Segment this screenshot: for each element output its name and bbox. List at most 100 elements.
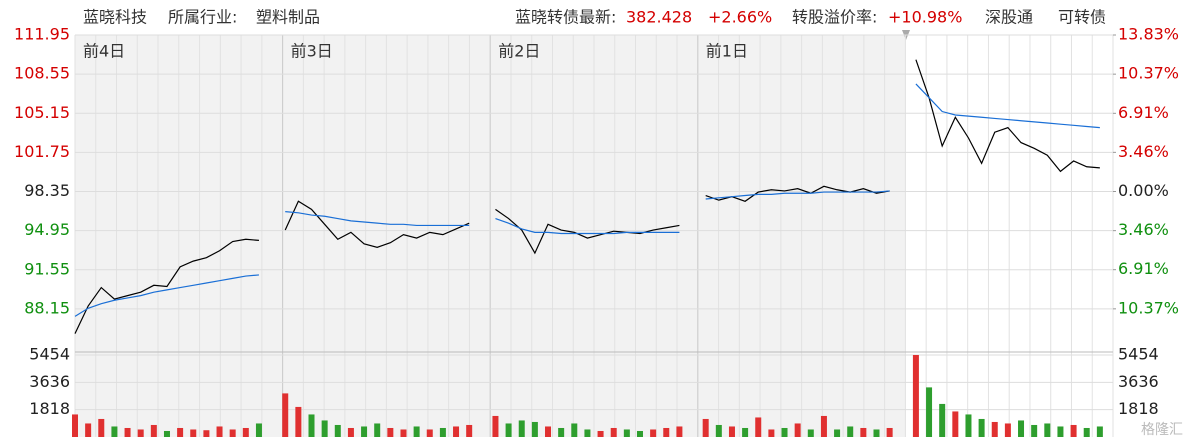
volume-bar	[807, 429, 814, 437]
volume-bar	[334, 424, 341, 437]
tag: 可转债	[1058, 8, 1106, 27]
volume-bar	[545, 426, 552, 437]
volume-bar	[466, 424, 473, 437]
section-label: 前1日	[706, 42, 748, 61]
volume-tick-label: 1818	[1118, 399, 1159, 418]
volume-bar	[676, 426, 683, 437]
section-label: 前4日	[83, 42, 125, 61]
volume-bar	[610, 427, 617, 437]
volume-bar	[926, 387, 933, 437]
volume-bar	[912, 355, 919, 437]
volume-bar	[636, 430, 643, 437]
y-tick-label: 88.15	[24, 298, 70, 317]
volume-bar	[177, 427, 184, 437]
y-tick-label: 98.35	[24, 181, 70, 200]
change: +2.66%	[708, 8, 772, 27]
volume-bar	[952, 411, 959, 437]
stock-name: 蓝晓科技	[83, 8, 147, 27]
industry: 塑料制品	[256, 8, 320, 27]
section-label: 前2日	[498, 42, 540, 61]
volume-bar	[820, 415, 827, 437]
volume-bar	[768, 429, 775, 437]
premium-label: 转股溢价率:	[792, 8, 877, 27]
volume-bar	[558, 427, 565, 437]
industry-label: 所属行业:	[168, 8, 237, 27]
volume-bar	[203, 430, 210, 437]
volume-bar	[702, 418, 709, 437]
volume-bar	[190, 429, 197, 437]
volume-bar	[321, 420, 328, 437]
volume-bar	[85, 423, 92, 437]
volume-bar	[453, 426, 460, 437]
tag: 深股通	[985, 8, 1033, 27]
volume-bar	[991, 421, 998, 437]
volume-bar	[794, 423, 801, 437]
volume-bar	[413, 426, 420, 437]
volume-bar	[650, 429, 657, 437]
volume-bar	[98, 418, 105, 437]
volume-bar	[295, 406, 302, 437]
volume-bar	[111, 426, 118, 437]
volume-bar	[1018, 420, 1025, 437]
volume-bar	[163, 430, 170, 437]
y2-tick-label: 13.83%	[1118, 25, 1179, 44]
quote: 382.428	[626, 8, 692, 27]
volume-bar	[834, 429, 841, 437]
volume-bar	[1057, 426, 1064, 437]
volume-bar	[216, 426, 223, 437]
volume-bar	[584, 429, 591, 437]
y-tick-label: 111.95	[14, 25, 70, 44]
volume-bar	[439, 427, 446, 437]
volume-bar	[886, 427, 893, 437]
volume-bar	[492, 415, 499, 437]
price-line	[74, 59, 1100, 334]
y-tick-label: 108.55	[14, 64, 70, 83]
volume-bar	[1083, 427, 1090, 437]
header: 蓝晓科技 所属行业: 塑料制品 蓝晓转债最新: 382.428 +2.66% 转…	[83, 8, 1106, 27]
volume-bar	[715, 424, 722, 437]
y2-tick-label: 10.37%	[1118, 298, 1179, 317]
volume-bar	[1031, 424, 1038, 437]
y-tick-label: 91.55	[24, 259, 70, 278]
volume-bar	[505, 423, 512, 437]
volume-bar	[518, 420, 525, 437]
volume-bar	[308, 414, 315, 437]
volume-bar	[72, 414, 78, 437]
volume-tick-label: 5454	[29, 345, 70, 364]
volume-bar	[387, 427, 394, 437]
volume-bar	[361, 426, 368, 437]
volume-bar	[755, 417, 762, 437]
volume-bar	[400, 429, 407, 437]
volume-tick-label: 3636	[1118, 372, 1159, 391]
volume-bar	[860, 427, 867, 437]
volume-bar	[781, 427, 788, 437]
y2-tick-label: 10.37%	[1118, 64, 1179, 83]
volume-bar	[597, 430, 604, 437]
volume-bar	[347, 427, 354, 437]
watermark: 格隆汇	[1141, 422, 1183, 438]
y-tick-label: 94.95	[24, 220, 70, 239]
premium: +10.98%	[888, 8, 962, 27]
volume-bar	[255, 423, 262, 437]
volume-bar	[939, 403, 946, 437]
y2-tick-label: 6.91%	[1118, 103, 1169, 122]
volume-bar	[1070, 424, 1077, 437]
quote-label: 蓝晓转债最新:	[515, 8, 616, 27]
average-line	[74, 83, 1100, 317]
y2-tick-label: 0.00%	[1118, 181, 1169, 200]
volume-bar	[150, 424, 157, 437]
y-tick-label: 101.75	[14, 142, 70, 161]
volume-bar	[965, 414, 972, 437]
volume-bar	[1004, 423, 1011, 437]
volume-bar	[137, 429, 144, 437]
y-tick-label: 105.15	[14, 103, 70, 122]
volume-bar	[1044, 423, 1051, 437]
volume-bar	[978, 418, 985, 437]
volume-bar	[742, 427, 749, 437]
volume-bar	[242, 427, 249, 437]
volume-bar	[282, 393, 289, 437]
volume-bar	[124, 427, 131, 437]
volume-tick-label: 5454	[1118, 345, 1159, 364]
y2-tick-label: 3.46%	[1118, 220, 1169, 239]
